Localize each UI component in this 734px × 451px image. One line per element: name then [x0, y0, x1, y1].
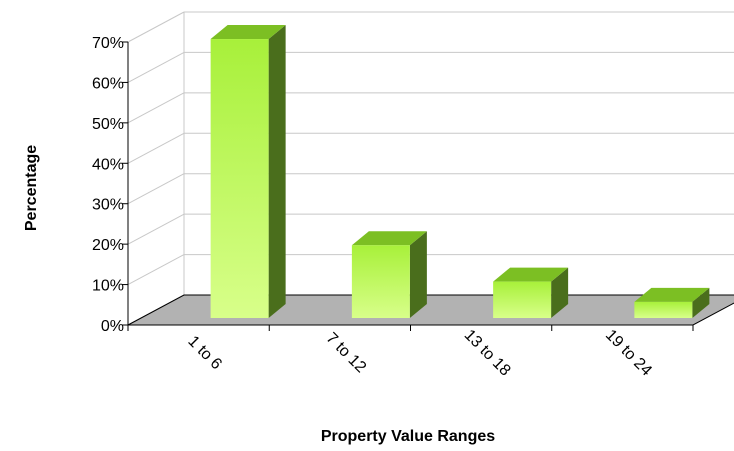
y-tick-label: 20% — [92, 237, 124, 254]
y-tick-label: 40% — [92, 156, 124, 173]
y-tick-label: 30% — [92, 197, 124, 214]
x-tick-label: 13 to 18 — [461, 327, 514, 380]
bar-front — [210, 39, 269, 319]
bar-front — [634, 301, 693, 318]
x-tick-label: 1 to 6 — [184, 333, 224, 373]
bar-side — [551, 267, 569, 318]
x-axis-labels: 1 to 6 7 to 12 13 to 18 19 to 24 — [184, 327, 654, 380]
bar-side — [268, 25, 286, 319]
y-tick-label: 50% — [92, 116, 124, 133]
bar-top — [493, 267, 569, 282]
x-axis-ticks — [127, 325, 694, 331]
x-tick-label: 19 to 24 — [602, 327, 655, 380]
y-tick-label: 60% — [92, 75, 124, 92]
bar — [351, 231, 427, 318]
y-tick-label: 70% — [92, 35, 124, 52]
y-axis-ticks — [122, 41, 128, 326]
bar-front — [493, 281, 552, 318]
bar — [634, 287, 710, 318]
bar — [493, 267, 569, 318]
bar-top — [634, 287, 710, 302]
bar-top — [210, 25, 286, 40]
y-tick-label: 10% — [92, 278, 124, 295]
bar-side — [692, 287, 710, 318]
y-axis-labels: 0% 10% 20% 30% 40% 50% 60% 70% — [92, 35, 124, 335]
x-axis-title: Property Value Ranges — [321, 428, 495, 445]
y-tick-label: 0% — [101, 318, 124, 335]
bar-top — [351, 231, 427, 246]
bar-front — [351, 245, 410, 318]
bar — [210, 25, 286, 319]
bar-series — [210, 25, 710, 319]
x-tick-label: 7 to 12 — [323, 330, 370, 377]
bar-side — [409, 231, 427, 318]
y-axis-title: Percentage — [23, 145, 40, 231]
